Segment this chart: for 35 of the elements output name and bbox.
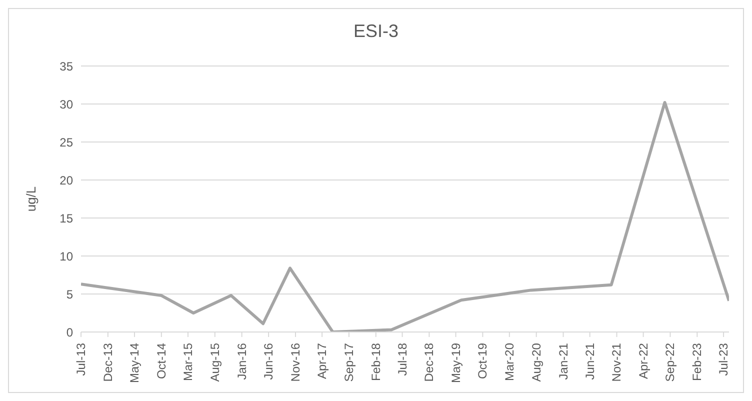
x-tick-label: Dec-13 bbox=[100, 342, 115, 382]
x-tick-label: Aug-15 bbox=[208, 342, 222, 382]
x-tick-label: Oct-14 bbox=[154, 342, 168, 380]
x-tick-label: Nov-21 bbox=[610, 342, 624, 382]
chart-title: ESI-3 bbox=[352, 21, 400, 42]
x-tick-label: Sep-22 bbox=[663, 342, 678, 382]
x-tick-label: Feb-18 bbox=[368, 342, 383, 382]
y-tick-label: 5 bbox=[66, 287, 74, 302]
x-tick-label: Mar-20 bbox=[502, 342, 516, 382]
x-tick-label: Mar-15 bbox=[180, 342, 195, 382]
y-tick-label: 15 bbox=[60, 211, 74, 226]
x-tick-label: Jul-13 bbox=[74, 342, 88, 376]
y-tick-label: 35 bbox=[60, 59, 74, 74]
x-tick-label: Oct-19 bbox=[476, 342, 490, 380]
x-tick-label: Jan-21 bbox=[556, 342, 570, 380]
y-axis-title: ug/L bbox=[24, 186, 39, 212]
y-tick-label: 30 bbox=[60, 97, 74, 112]
y-tick-label: 0 bbox=[66, 325, 74, 340]
x-tick-label: Apr-22 bbox=[636, 342, 650, 380]
y-tick-label: 10 bbox=[60, 249, 74, 264]
x-tick-label: May-14 bbox=[127, 342, 142, 384]
x-tick-label: Sep-17 bbox=[342, 342, 356, 382]
x-tick-label: May-19 bbox=[448, 342, 463, 384]
x-tick-label: Jul-23 bbox=[716, 342, 731, 376]
x-tick-label: Apr-17 bbox=[315, 342, 330, 380]
x-tick-label: Dec-18 bbox=[422, 342, 436, 382]
y-tick-label: 20 bbox=[60, 173, 74, 188]
x-tick-label: Jun-21 bbox=[582, 342, 597, 380]
x-tick-label: Jun-16 bbox=[262, 342, 276, 380]
y-tick-label: 25 bbox=[60, 135, 74, 150]
x-tick-label: Jul-18 bbox=[395, 342, 410, 376]
x-tick-label: Jan-16 bbox=[234, 342, 249, 380]
x-tick-label: Aug-20 bbox=[529, 342, 544, 382]
x-tick-label: Nov-16 bbox=[288, 342, 302, 382]
x-tick-label: Feb-23 bbox=[690, 342, 704, 382]
